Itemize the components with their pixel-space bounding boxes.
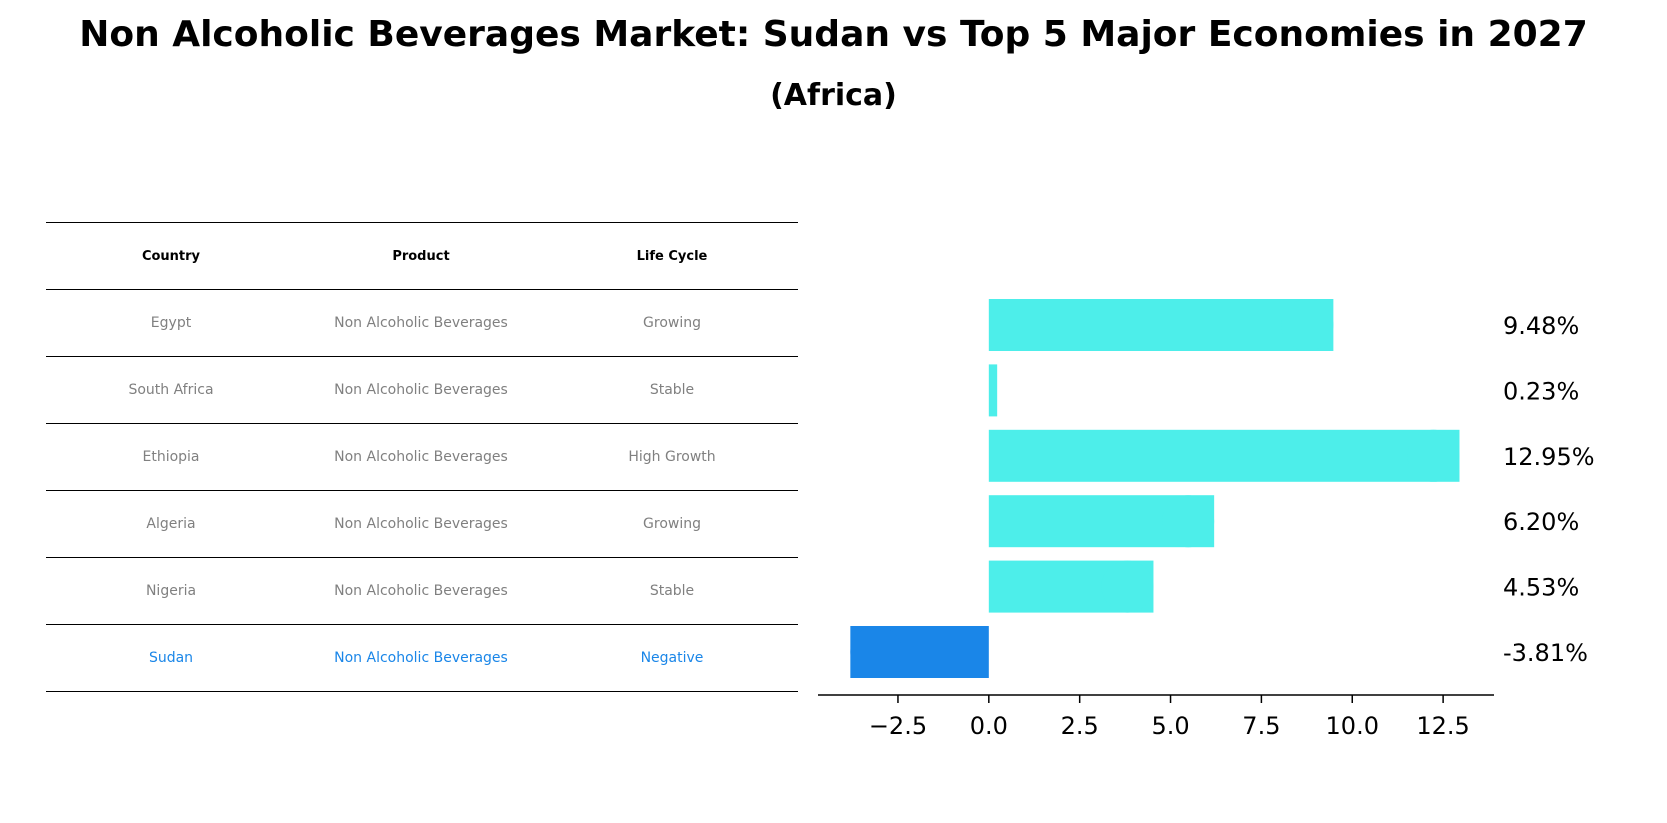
value-label: 12.95% [1503, 443, 1595, 471]
bar-cap [1162, 495, 1215, 548]
value-label: 4.53% [1503, 574, 1579, 602]
life-cycle-cell: Growing [643, 516, 701, 532]
country-cell: Nigeria [145, 583, 197, 599]
chart-subtitle: (Africa) [770, 78, 897, 113]
x-tick-label: 12.5 [1416, 712, 1469, 740]
life-cycle-cell: Stable [649, 382, 695, 398]
chart-title: Non Alcoholic Beverages Market: Sudan vs… [79, 14, 1588, 55]
product-cell: Non Alcoholic Beverages [334, 583, 508, 599]
country-cell: Egypt [150, 315, 192, 331]
x-tick-label: −2.5 [869, 712, 927, 740]
table-row: Ethiopia Non Alcoholic Beverages High Gr… [46, 423, 798, 490]
table-row: South Africa Non Alcoholic Beverages Sta… [46, 356, 798, 423]
table-row-highlighted: Sudan Non Alcoholic Beverages Negative [46, 624, 798, 692]
country-cell: South Africa [128, 382, 214, 398]
country-cell: Algeria [146, 516, 196, 532]
bar-cap [1281, 299, 1334, 351]
life-cycle-cell: Growing [643, 315, 701, 331]
value-label: -3.81% [1503, 639, 1588, 667]
country-cell: Sudan [148, 650, 194, 666]
product-cell: Non Alcoholic Beverages [334, 315, 508, 331]
x-tick-label: 2.5 [1061, 712, 1099, 740]
bar-egypt [988, 299, 1334, 351]
product-cell: Non Alcoholic Beverages [334, 650, 508, 666]
header-product: Product [392, 248, 450, 264]
bar-south-africa [988, 364, 998, 417]
table-row: Egypt Non Alcoholic Beverages Growing [46, 289, 798, 356]
comparison-table: Country Product Life Cycle Egypt Non Alc… [46, 222, 798, 692]
table-row: Nigeria Non Alcoholic Beverages Stable [46, 557, 798, 624]
value-label: 6.20% [1503, 508, 1579, 536]
bar-cap [1101, 560, 1154, 613]
table-header-row: Country Product Life Cycle [46, 222, 798, 289]
value-label: 0.23% [1503, 377, 1579, 405]
life-cycle-cell: Stable [649, 583, 695, 599]
header-country: Country [141, 248, 201, 264]
bar-cap [850, 626, 903, 678]
product-cell: Non Alcoholic Beverages [334, 449, 508, 465]
header-life-cycle: Life Cycle [636, 248, 708, 264]
bar-cap [1407, 429, 1460, 482]
life-cycle-cell: Negative [640, 650, 704, 666]
x-tick-label: 5.0 [1151, 712, 1189, 740]
x-tick-label: 7.5 [1242, 712, 1280, 740]
value-label: 9.48% [1503, 312, 1579, 340]
country-cell: Ethiopia [142, 449, 200, 465]
table-row: Algeria Non Alcoholic Beverages Growing [46, 490, 798, 557]
bar-ethiopia [988, 429, 1460, 482]
product-cell: Non Alcoholic Beverages [334, 516, 508, 532]
x-tick-label: 0.0 [970, 712, 1008, 740]
x-tick-label: 10.0 [1326, 712, 1379, 740]
life-cycle-cell: High Growth [628, 449, 716, 465]
product-cell: Non Alcoholic Beverages [334, 382, 508, 398]
